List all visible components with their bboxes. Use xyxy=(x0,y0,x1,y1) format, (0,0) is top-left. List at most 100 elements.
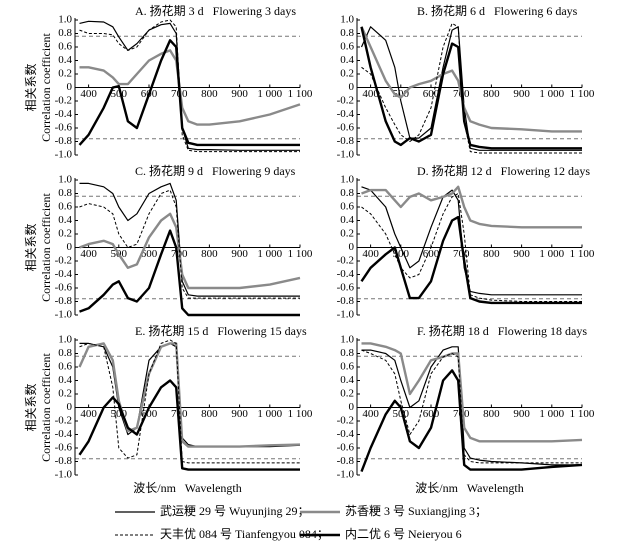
y-tick-label: -0.6 xyxy=(337,282,355,294)
y-tick-label: 0 xyxy=(67,241,73,253)
y-tick-label: 0.2 xyxy=(340,68,354,80)
x-tick-label: 700 xyxy=(453,248,470,260)
x-tick-label: 1 100 xyxy=(570,248,595,260)
y-tick-label: 1.0 xyxy=(340,334,354,346)
y-tick-label: 0 xyxy=(349,81,355,93)
x-tick-label: 600 xyxy=(423,408,440,420)
x-tick-label: 1 000 xyxy=(539,408,564,420)
x-tick-label: 1 100 xyxy=(288,408,313,420)
series-line xyxy=(360,26,582,150)
x-tick-label: 1 100 xyxy=(570,408,595,420)
y-tick-label: 0.8 xyxy=(58,187,72,199)
y-tick-label: 0.4 xyxy=(58,374,72,386)
panel-title: A. 扬花期 3 d Flowering 3 days xyxy=(135,3,296,18)
series-line xyxy=(79,182,300,297)
series-line xyxy=(78,342,301,448)
x-tick-label: 600 xyxy=(141,248,158,260)
x-tick-label: 500 xyxy=(111,88,128,100)
y-tick-label: -0.8 xyxy=(55,295,73,307)
y-tick-label: -0.8 xyxy=(337,135,355,147)
y-tick-label: 0.2 xyxy=(340,228,354,240)
x-tick-label: 400 xyxy=(80,408,97,420)
series-line xyxy=(360,26,582,151)
y-tick-label: -1.0 xyxy=(55,469,73,481)
series-line xyxy=(361,185,582,229)
y-tick-label: -0.2 xyxy=(55,415,72,427)
series-line xyxy=(361,22,582,154)
x-tick-label: 1 000 xyxy=(257,88,282,100)
y-tick-label: -0.6 xyxy=(337,442,355,454)
x-tick-label: 800 xyxy=(201,88,218,100)
x-tick-label: 1 100 xyxy=(288,248,313,260)
y-axis-label: 相关系数 xyxy=(23,63,38,111)
panel-title: C. 扬花期 9 d Flowering 9 days xyxy=(135,163,296,178)
y-tick-label: 1.0 xyxy=(58,174,72,186)
y-tick-label: 0 xyxy=(67,81,73,93)
x-tick-label: 800 xyxy=(201,408,218,420)
series-line xyxy=(79,229,300,317)
y-tick-label: 0.8 xyxy=(340,347,354,359)
y-axis-label: Correlation coefficient xyxy=(39,352,53,461)
y-axis-label: Correlation coefficient xyxy=(39,192,53,301)
y-tick-label: 0.6 xyxy=(58,201,72,213)
y-tick-label: 0.8 xyxy=(58,347,72,359)
y-tick-label: -0.4 xyxy=(337,108,355,120)
y-tick-label: -0.6 xyxy=(55,442,73,454)
y-tick-label: 0.4 xyxy=(340,374,354,386)
panel-title: D. 扬花期 12 d Flowering 12 days xyxy=(417,163,590,178)
y-tick-label: -1.0 xyxy=(55,309,73,321)
x-tick-label: 400 xyxy=(362,248,379,260)
y-tick-label: -0.4 xyxy=(55,108,73,120)
legend-label: 苏香粳 3 号 Suxiangjing 3； xyxy=(345,504,487,518)
y-tick-label: -0.2 xyxy=(337,255,354,267)
y-tick-label: -0.2 xyxy=(337,415,354,427)
x-tick-label: 600 xyxy=(423,88,440,100)
y-tick-label: 0 xyxy=(67,401,73,413)
y-tick-label: 0.2 xyxy=(340,388,354,400)
x-tick-label: 900 xyxy=(231,248,248,260)
y-tick-label: -0.6 xyxy=(55,282,73,294)
series-line xyxy=(361,193,582,302)
x-tick-label: 1 000 xyxy=(257,248,282,260)
y-tick-label: 0.8 xyxy=(340,187,354,199)
y-tick-label: 0 xyxy=(349,241,355,253)
series-line xyxy=(78,379,300,471)
y-tick-label: -0.2 xyxy=(337,95,354,107)
series-line xyxy=(79,20,300,151)
y-tick-label: -0.4 xyxy=(55,428,73,440)
panel-title: B. 扬花期 6 d Flowering 6 days xyxy=(417,3,578,18)
legend-label: 天丰优 084 号 Tianfengyou 084； xyxy=(160,527,329,541)
series-line xyxy=(361,349,582,464)
series-line xyxy=(361,342,583,443)
y-tick-label: 0.6 xyxy=(340,41,354,53)
y-tick-label: -1.0 xyxy=(337,309,355,321)
y-tick-label: -0.8 xyxy=(55,455,73,467)
y-axis-label: Correlation coefficient xyxy=(39,32,53,141)
y-axis-label: 相关系数 xyxy=(23,383,38,431)
y-tick-label: -0.8 xyxy=(55,135,73,147)
y-tick-label: 1.0 xyxy=(340,174,354,186)
y-tick-label: 0.2 xyxy=(58,228,72,240)
series-line xyxy=(361,346,582,466)
y-tick-label: 0.4 xyxy=(58,214,72,226)
x-tick-label: 400 xyxy=(362,408,379,420)
x-axis-label: 波长/nm Wavelength xyxy=(133,481,241,495)
y-tick-label: 0.8 xyxy=(58,27,72,39)
x-tick-label: 400 xyxy=(80,248,97,260)
y-tick-label: -0.4 xyxy=(55,268,73,280)
y-tick-label: 0.2 xyxy=(58,68,72,80)
y-tick-label: 1.0 xyxy=(58,14,72,26)
y-tick-label: -0.2 xyxy=(55,255,72,267)
y-tick-label: -0.8 xyxy=(337,295,355,307)
series-line xyxy=(360,26,582,133)
x-tick-label: 900 xyxy=(231,408,248,420)
x-tick-label: 1 000 xyxy=(257,408,282,420)
x-tick-label: 900 xyxy=(513,88,530,100)
x-tick-label: 1 000 xyxy=(539,88,564,100)
legend-label: 武运粳 29 号 Wuyunjing 29； xyxy=(160,504,310,518)
x-tick-label: 400 xyxy=(362,88,379,100)
series-line xyxy=(79,212,301,290)
series-line xyxy=(78,39,300,147)
y-tick-label: 0.6 xyxy=(58,41,72,53)
y-tick-label: 0.4 xyxy=(340,54,354,66)
